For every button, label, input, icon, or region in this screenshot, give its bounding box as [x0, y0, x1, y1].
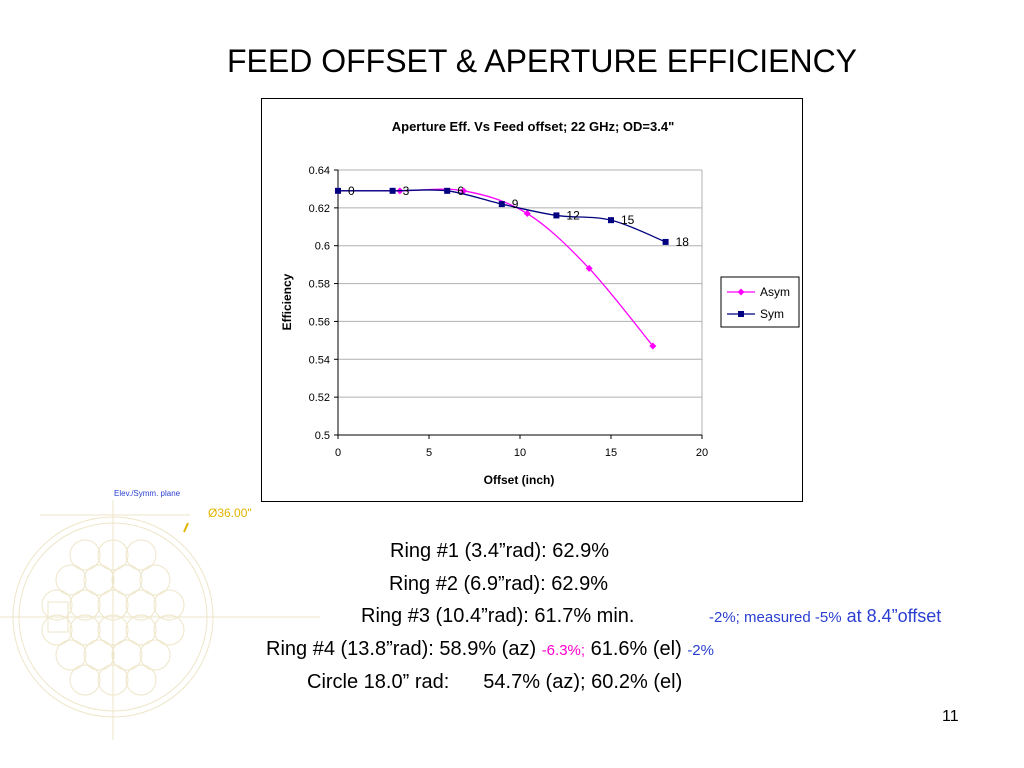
legend: Asym Sym	[720, 276, 800, 328]
grid-lines	[338, 169, 703, 436]
ring4-result: Ring #4 (13.8”rad): 58.9% (az) -6.3%; 61…	[266, 637, 714, 663]
x-tick-label: 20	[696, 447, 708, 459]
x-axis-label: Offset (inch)	[484, 473, 555, 487]
ring4-note-el: -2%	[687, 642, 714, 659]
y-tick-label: 0.5	[315, 430, 330, 442]
ring3-note-offset: at 8.4”offset	[841, 606, 942, 626]
ring2-result: Ring #2 (6.9”rad): 62.9%	[389, 573, 609, 595]
circle-values: 54.7% (az); 60.2% (el)	[483, 671, 683, 693]
series-line-asym	[338, 188, 654, 347]
ring4-main: Ring #4 (13.8”rad): 58.9% (az)	[266, 638, 542, 660]
data-point-asym	[649, 342, 657, 350]
data-label: 0	[348, 184, 355, 198]
y-tick-label: 0.62	[309, 203, 330, 215]
slide-title: FEED OFFSET & APERTURE EFFICIENCY	[226, 43, 858, 79]
data-point-sym	[662, 238, 669, 245]
diameter-dimension: Ø36.00"	[208, 506, 252, 520]
ring4-mid: 61.6% (el)	[585, 638, 688, 660]
x-tick-label: 0	[335, 447, 341, 459]
legend-label-asym: Asym	[760, 285, 790, 299]
series-line-sym	[338, 189, 666, 243]
legend-label-sym: Sym	[760, 307, 784, 321]
data-point-asym	[460, 187, 468, 195]
y-tick-label: 0.56	[309, 316, 330, 328]
x-tick-label: 10	[514, 447, 526, 459]
y-axis-label: Efficiency	[280, 273, 294, 330]
data-point-asym	[585, 264, 593, 272]
ring3-note-percent: -2%; measured -5%	[709, 609, 842, 626]
data-label: 3	[403, 184, 410, 198]
data-label: 9	[512, 197, 519, 211]
series-layer: 0 3 6 9 12 15 18	[334, 184, 690, 350]
y-tick-label: 0.58	[309, 279, 330, 291]
data-point-asym	[523, 210, 531, 218]
elevation-plane-label: Elev./Symm. plane	[114, 489, 181, 498]
data-label: 18	[676, 235, 690, 249]
data-label: 15	[621, 213, 635, 227]
ring3-note: -2%; measured -5% at 8.4”offset	[709, 606, 941, 627]
axes: 0.5 0.52 0.54 0.56 0.58 0.6 0.62 0.64 0 5 10 15 20	[309, 165, 709, 459]
circle-label: Circle 18.0” rad:	[307, 671, 450, 693]
y-tick-label: 0.64	[309, 165, 330, 177]
legend-marker-sym	[738, 311, 744, 317]
data-point-sym	[553, 212, 560, 219]
feed-horn-array-diagram	[0, 500, 320, 740]
data-point-sym	[389, 187, 396, 194]
y-tick-label: 0.54	[309, 354, 330, 366]
x-tick-label: 5	[426, 447, 432, 459]
ring3-result: Ring #3 (10.4”rad): 61.7% min.	[361, 605, 635, 627]
x-tick-label: 15	[605, 447, 617, 459]
data-label: 6	[457, 184, 464, 198]
efficiency-chart: Aperture Eff. Vs Feed offset; 22 GHz; OD…	[261, 98, 803, 502]
chart-svg: Aperture Eff. Vs Feed offset; 22 GHz; OD…	[280, 119, 800, 487]
y-tick-label: 0.6	[315, 241, 330, 253]
chart-title: Aperture Eff. Vs Feed offset; 22 GHz; OD…	[392, 119, 674, 134]
ring1-result: Ring #1 (3.4”rad): 62.9%	[390, 540, 610, 562]
data-label: 12	[566, 208, 580, 222]
legend-marker-asym	[737, 288, 745, 296]
data-point-sym	[498, 201, 505, 208]
y-tick-label: 0.52	[309, 392, 330, 404]
circle-result: Circle 18.0” rad: 54.7% (az); 60.2% (el)	[307, 670, 682, 694]
data-point-sym	[335, 187, 341, 194]
ring4-note-az: -6.3%;	[541, 642, 586, 659]
page-number: 11	[942, 708, 959, 725]
legend-box	[720, 276, 800, 328]
data-point-sym	[444, 187, 451, 194]
data-point-sym	[608, 217, 614, 224]
